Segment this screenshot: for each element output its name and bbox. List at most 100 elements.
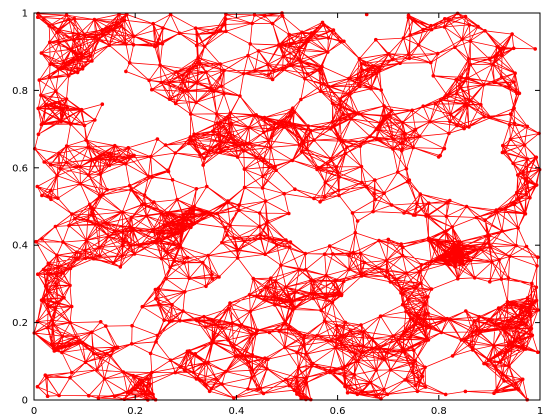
graph-node [516, 173, 520, 177]
graph-node [463, 338, 468, 342]
graph-node [536, 308, 540, 312]
graph-node [299, 97, 303, 102]
graph-node [452, 248, 456, 252]
graph-node [523, 347, 528, 351]
graph-node [311, 296, 316, 301]
graph-node [170, 302, 174, 307]
graph-node [67, 17, 71, 22]
graph-node [211, 31, 216, 36]
graph-node [338, 117, 342, 121]
graph-node [159, 80, 164, 85]
graph-node [86, 173, 91, 177]
graph-node [403, 137, 408, 142]
graph-node [526, 180, 530, 184]
graph-node [499, 277, 504, 281]
graph-node [494, 208, 499, 212]
graph-node [524, 244, 529, 249]
graph-node [511, 161, 515, 166]
graph-node [419, 281, 423, 286]
graph-node [102, 377, 107, 381]
graph-node [411, 362, 415, 366]
graph-node [157, 302, 162, 307]
graph-node [334, 165, 339, 169]
graph-node [279, 263, 283, 268]
graph-node [445, 93, 449, 97]
graph-node [360, 350, 365, 355]
graph-node [352, 372, 357, 377]
graph-node [75, 70, 80, 75]
graph-node [413, 322, 418, 326]
graph-node [178, 221, 182, 226]
graph-node [448, 119, 452, 124]
graph-node [250, 353, 255, 357]
graph-node [496, 306, 501, 310]
graph-node [399, 291, 403, 295]
graph-node [507, 84, 511, 89]
graph-node [226, 199, 230, 203]
graph-node [55, 253, 59, 258]
graph-node [303, 267, 308, 272]
graph-node [374, 71, 379, 76]
graph-node [242, 239, 247, 243]
graph-node [40, 193, 44, 198]
graph-node [262, 298, 266, 302]
graph-node [299, 150, 304, 154]
graph-node [287, 245, 292, 249]
graph-node [129, 188, 133, 192]
graph-node [278, 43, 282, 47]
graph-node [267, 139, 271, 143]
graph-node [383, 114, 388, 119]
graph-node [450, 252, 455, 256]
graph-node [315, 167, 319, 172]
graph-node [223, 369, 228, 374]
graph-node [462, 126, 466, 131]
graph-node [159, 256, 164, 261]
graph-node [529, 313, 533, 317]
graph-node [57, 101, 62, 105]
graph-node [488, 279, 492, 284]
graph-node [140, 202, 144, 207]
graph-node [98, 153, 103, 157]
graph-node [309, 31, 314, 35]
graph-node [319, 65, 323, 70]
graph-node [202, 44, 207, 49]
graph-node [98, 320, 103, 324]
graph-node [317, 68, 321, 72]
graph-node [67, 223, 71, 228]
graph-node [387, 52, 391, 56]
graph-node [254, 294, 259, 298]
graph-node [414, 285, 418, 290]
graph-node [488, 245, 492, 249]
graph-node [524, 177, 529, 182]
graph-node [36, 15, 40, 19]
graph-node [510, 32, 514, 36]
graph-node [45, 289, 50, 293]
graph-node [289, 298, 294, 303]
graph-node [166, 221, 170, 225]
graph-node [286, 327, 291, 331]
graph-node [364, 12, 369, 17]
graph-node [188, 112, 193, 116]
graph-node [72, 16, 77, 21]
x-tick-label: 0 [31, 406, 37, 417]
graph-node [128, 225, 133, 229]
graph-node [216, 132, 220, 137]
graph-node [235, 256, 240, 260]
graph-node [150, 175, 154, 179]
graph-node [535, 255, 540, 259]
graph-node [282, 125, 287, 129]
graph-node [138, 244, 142, 248]
graph-node [122, 18, 127, 22]
graph-node [101, 193, 105, 197]
graph-node [268, 145, 273, 150]
graph-node [493, 54, 498, 59]
graph-node [530, 281, 534, 286]
graph-node [444, 214, 449, 219]
graph-node [42, 160, 46, 164]
graph-node [154, 43, 159, 48]
graph-node [198, 153, 202, 157]
graph-node [513, 71, 517, 75]
graph-node [170, 319, 174, 323]
graph-node [377, 238, 381, 243]
graph-node [297, 143, 302, 147]
